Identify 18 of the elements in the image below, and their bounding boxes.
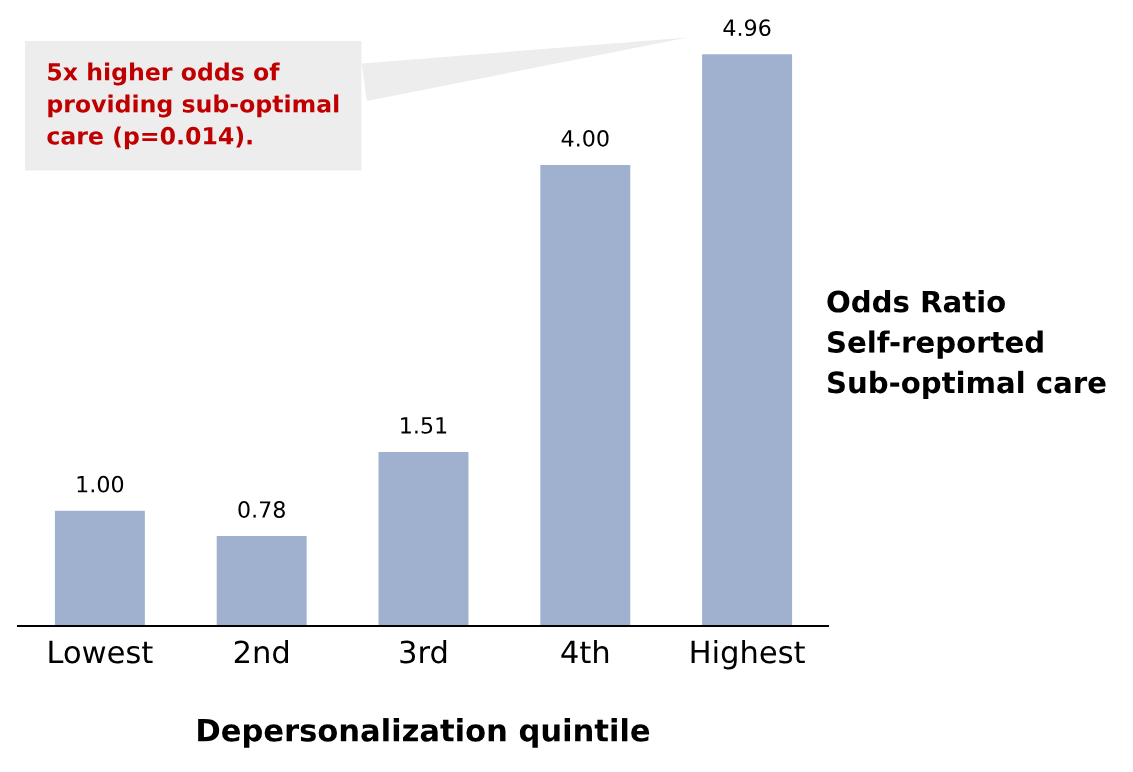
data-label: 0.78 [238,501,285,518]
data-label: 1.51 [401,417,447,434]
bar [540,164,631,626]
x-axis-title: Depersonalization quintile [198,718,650,748]
data-label: 4.00 [561,129,609,147]
x-tick-label: 4th [561,639,609,664]
x-tick-label: Highest [691,639,805,670]
bar [378,451,469,626]
x-tick-label: 2nd [234,639,288,664]
bar [702,54,793,626]
data-label: 4.96 [723,19,771,37]
bar [216,536,307,626]
x-tick-label: Lowest [49,640,153,664]
data-label: 1.00 [77,475,124,493]
bar [54,510,145,626]
y-axis-title: Odds Ratio Self-reported Sub-optimal care [827,290,1106,400]
x-tick-label: 3rd [400,639,447,664]
annotation: 5x higher odds of providing sub-optimal care (p=0.014). [47,62,339,150]
